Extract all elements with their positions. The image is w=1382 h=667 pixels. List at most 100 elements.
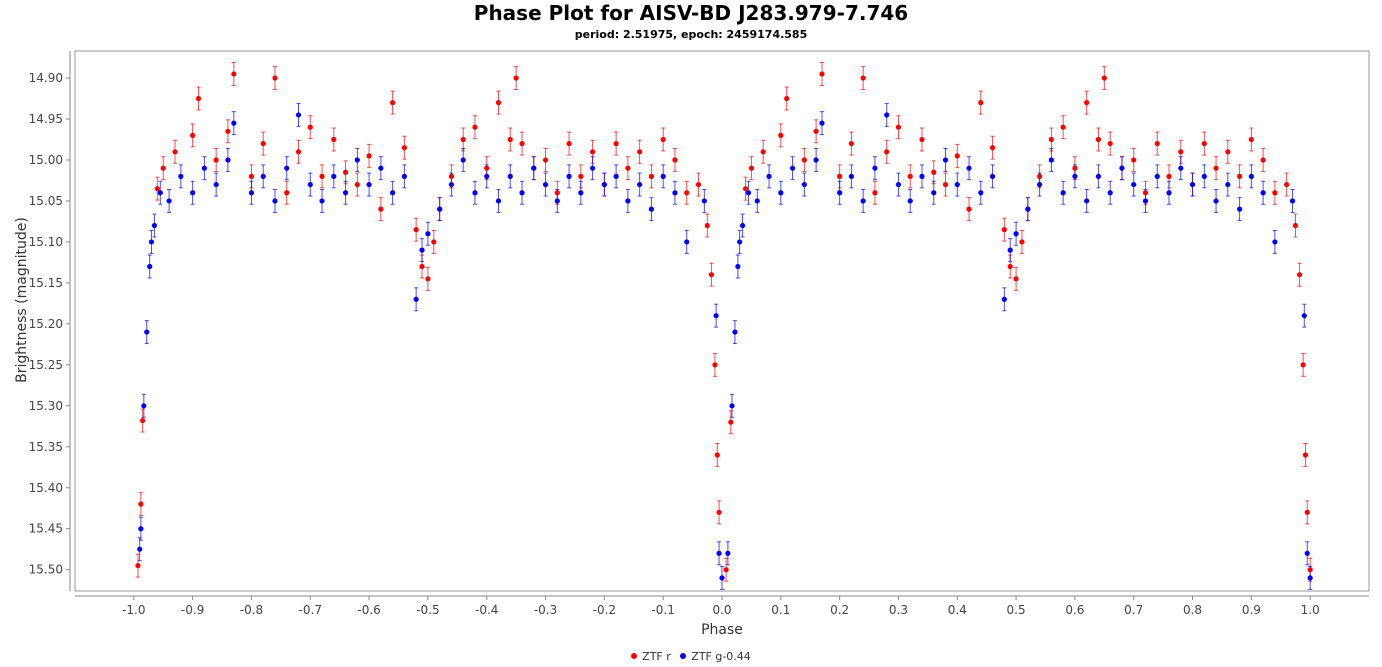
data-point-ztf-r <box>1007 263 1013 270</box>
data-point-ztf-g <box>907 198 913 204</box>
data-point-ztf-g <box>601 181 607 188</box>
x-tick-label: -0.6 <box>357 603 380 617</box>
data-point-ztf-r <box>848 140 855 147</box>
data-point-ztf-r <box>425 276 431 282</box>
data-point-ztf-g <box>213 181 219 188</box>
data-point-ztf-g <box>144 329 150 335</box>
x-axis-label: Phase <box>701 622 743 638</box>
data-point-ztf-g <box>354 157 360 163</box>
data-point-ztf-r <box>801 157 807 163</box>
data-point-ztf-r <box>778 132 784 139</box>
data-point-ztf-r <box>1201 140 1207 147</box>
data-point-ztf-r <box>895 124 902 130</box>
data-point-ztf-g <box>1095 173 1102 179</box>
data-point-ztf-g <box>460 157 466 163</box>
data-point-ztf-g <box>978 190 984 196</box>
data-point-ztf-g <box>190 190 196 196</box>
data-point-ztf-g <box>138 526 144 532</box>
data-point-ztf-r <box>1166 173 1172 179</box>
data-point-ztf-r <box>919 136 925 143</box>
legend-label-ztf-r: ZTF r <box>642 649 671 663</box>
data-point-ztf-g <box>507 173 513 179</box>
y-tick-label: 15.00 <box>29 153 63 167</box>
data-point-ztf-r <box>760 149 766 155</box>
data-point-ztf-r <box>1019 239 1025 245</box>
data-point-ztf-r <box>728 419 734 425</box>
data-point-ztf-g <box>1060 190 1066 196</box>
data-point-ztf-g <box>1107 190 1113 196</box>
data-point-ztf-r <box>307 124 313 130</box>
data-point-ztf-g <box>295 112 302 118</box>
data-point-ztf-g <box>342 190 349 196</box>
y-axis-label: Brightness (magnitude) <box>14 217 30 383</box>
data-point-ztf-g <box>1084 198 1090 204</box>
data-point-ztf-r <box>742 186 749 192</box>
data-point-ztf-r <box>714 452 720 458</box>
data-point-ztf-g <box>284 165 290 171</box>
data-point-ztf-r <box>907 173 913 179</box>
data-point-ztf-g <box>331 173 337 179</box>
x-tick-label: -0.4 <box>475 603 498 617</box>
data-point-ztf-r <box>1300 362 1306 368</box>
chart-title: Phase Plot for AISV-BD J283.979-7.746 <box>473 1 909 25</box>
data-point-ztf-g <box>754 198 760 204</box>
data-point-ztf-r <box>1013 276 1019 282</box>
data-point-ztf-g <box>789 165 796 171</box>
data-point-ztf-r <box>819 71 825 77</box>
data-point-ztf-g <box>1289 198 1296 204</box>
y-tick-label: 14.95 <box>29 112 63 126</box>
data-point-ztf-g <box>919 173 925 179</box>
data-point-ztf-r <box>813 128 819 134</box>
y-tick-label: 15.40 <box>29 481 63 495</box>
data-point-ztf-g <box>437 206 443 212</box>
data-point-ztf-r <box>625 165 631 171</box>
data-point-ztf-g <box>1072 173 1078 179</box>
legend-label-ztf-g: ZTF g-0.44 <box>691 649 751 663</box>
data-point-ztf-g <box>1013 231 1019 237</box>
data-point-ztf-r <box>419 263 425 270</box>
data-point-ztf-r <box>704 222 710 229</box>
data-point-ztf-r <box>366 153 372 159</box>
data-point-ztf-g <box>716 550 722 556</box>
x-tick-label: -0.3 <box>534 603 557 617</box>
data-point-ztf-g <box>672 190 678 196</box>
data-point-ztf-g <box>590 165 596 171</box>
data-point-ztf-g <box>1178 165 1184 171</box>
data-point-ztf-g <box>519 190 525 196</box>
data-point-ztf-r <box>1001 227 1007 233</box>
data-point-ztf-r <box>672 157 678 163</box>
y-axis: 14.90 14.95 15.00 15.05 15.10 15.15 15.20 15.25… <box>29 51 71 591</box>
data-point-ztf-r <box>140 417 146 424</box>
data-point-ztf-g <box>307 181 313 188</box>
data-point-ztf-g <box>737 239 743 245</box>
x-tick-label: 0.1 <box>771 603 790 617</box>
data-point-ztf-g <box>248 190 255 196</box>
data-point-ztf-g <box>1213 198 1219 204</box>
data-point-ztf-g <box>989 173 996 179</box>
data-point-ztf-r <box>872 190 878 196</box>
data-point-ztf-r <box>884 149 890 155</box>
data-point-ztf-g <box>1260 190 1266 196</box>
data-point-ztf-r <box>231 71 237 77</box>
data-point-ztf-g <box>260 173 266 179</box>
data-point-ztf-r <box>1154 140 1160 147</box>
data-point-ztf-g <box>272 198 278 204</box>
data-point-ztf-r <box>966 206 972 212</box>
data-point-ztf-g <box>1237 206 1243 212</box>
data-point-ztf-r <box>160 165 166 171</box>
x-tick-label: 1.0 <box>1301 603 1320 617</box>
x-axis: -1.0 -0.9 -0.8 -0.7 -0.6 -0.5 -0.4 -0.3 -0.2 -0.1… <box>75 595 1369 617</box>
data-point-ztf-r <box>712 362 718 368</box>
y-tick-label: 15.20 <box>29 317 63 331</box>
data-point-ztf-g <box>872 165 878 171</box>
data-point-ztf-g <box>684 239 690 245</box>
data-point-ztf-g <box>860 198 866 204</box>
data-point-ztf-g <box>141 403 147 409</box>
data-point-ztf-g <box>319 198 325 204</box>
data-point-ztf-g <box>166 198 172 204</box>
data-point-ztf-g <box>1201 173 1207 179</box>
data-point-ztf-r <box>472 124 478 130</box>
data-point-ztf-r <box>716 509 722 515</box>
x-tick-label: -1.0 <box>122 603 145 617</box>
data-point-ztf-r <box>1260 157 1266 163</box>
